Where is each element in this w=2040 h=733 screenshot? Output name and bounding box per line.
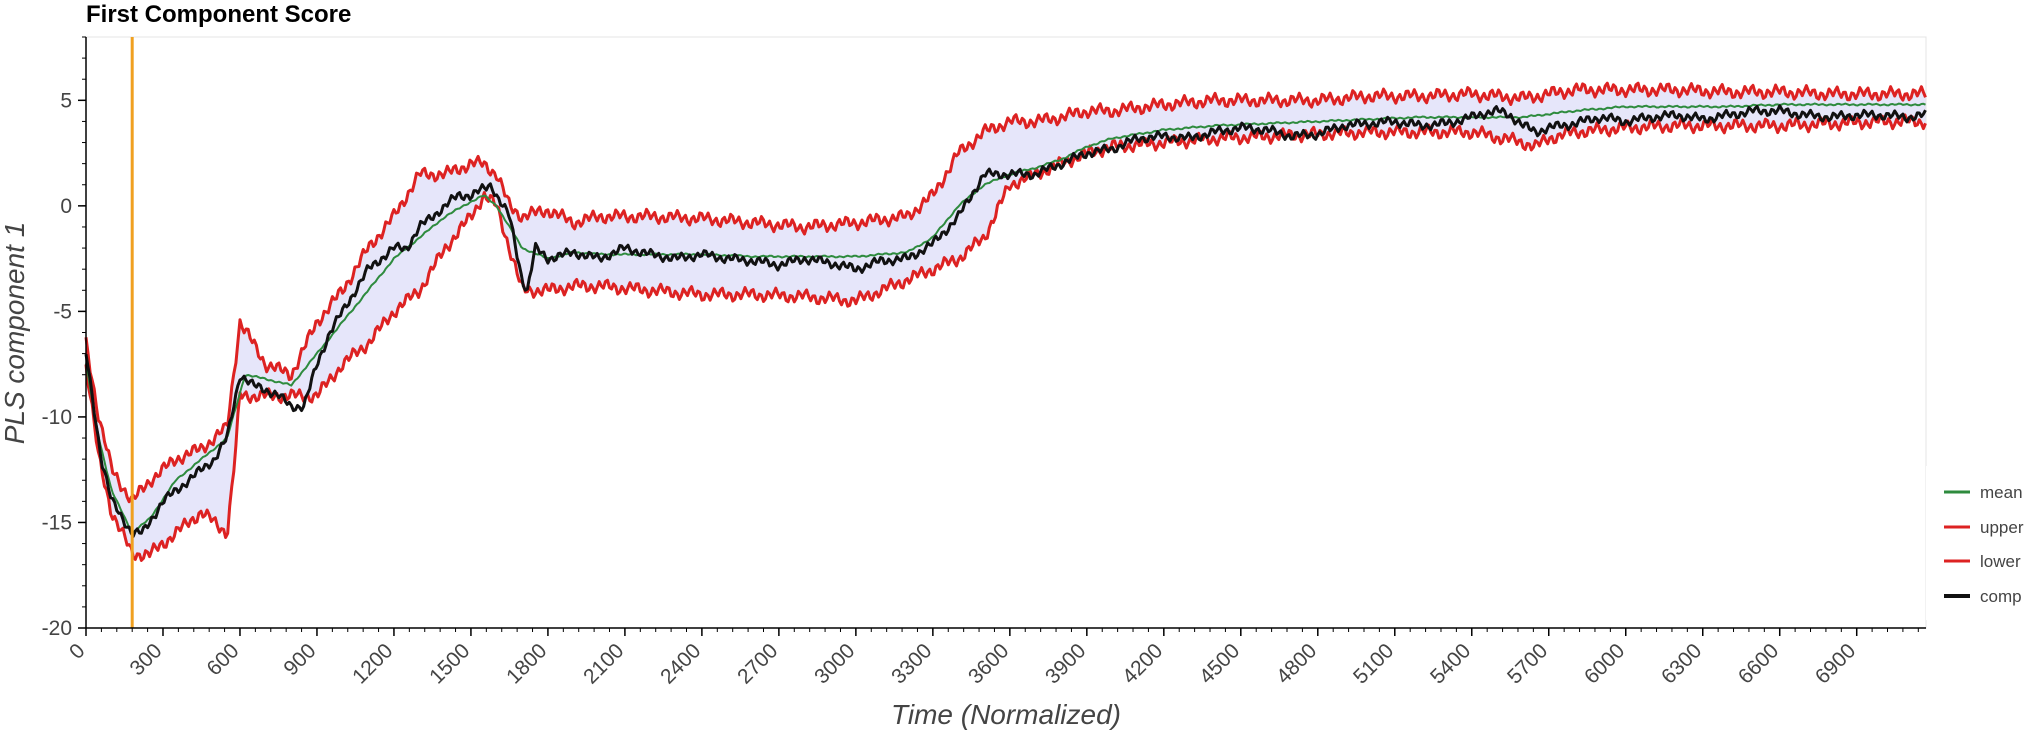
- legend-item-lower[interactable]: lower: [1944, 552, 2021, 571]
- series-line-comp: [84, 104, 1927, 538]
- y-tick-label: -20: [42, 617, 72, 640]
- legend-label-lower: lower: [1980, 552, 2021, 571]
- y-axis-label: PLS component 1: [0, 222, 30, 445]
- series-line-lower: [84, 113, 1927, 562]
- confidence-band: [86, 83, 1926, 561]
- y-tick-label: -10: [42, 406, 72, 429]
- chart-title: First Component Score: [86, 1, 351, 28]
- x-axis-label: Time (Normalized): [891, 699, 1121, 730]
- legend-label-comp: comp: [1980, 587, 2022, 606]
- legend-item-upper[interactable]: upper: [1944, 518, 2024, 537]
- series-line-upper: [84, 81, 1927, 504]
- y-tick-label: 5: [60, 89, 72, 112]
- y-tick-label: -15: [42, 511, 72, 534]
- legend[interactable]: mean upper lower comp: [1926, 466, 2040, 620]
- legend-label-mean: mean: [1980, 483, 2023, 502]
- legend-item-comp[interactable]: comp: [1944, 587, 2022, 606]
- series-layer: [84, 81, 1927, 562]
- legend-label-upper: upper: [1980, 518, 2024, 537]
- y-tick-label: -5: [53, 300, 72, 323]
- legend-item-mean[interactable]: mean: [1944, 483, 2023, 502]
- y-tick-label: 0: [60, 195, 72, 218]
